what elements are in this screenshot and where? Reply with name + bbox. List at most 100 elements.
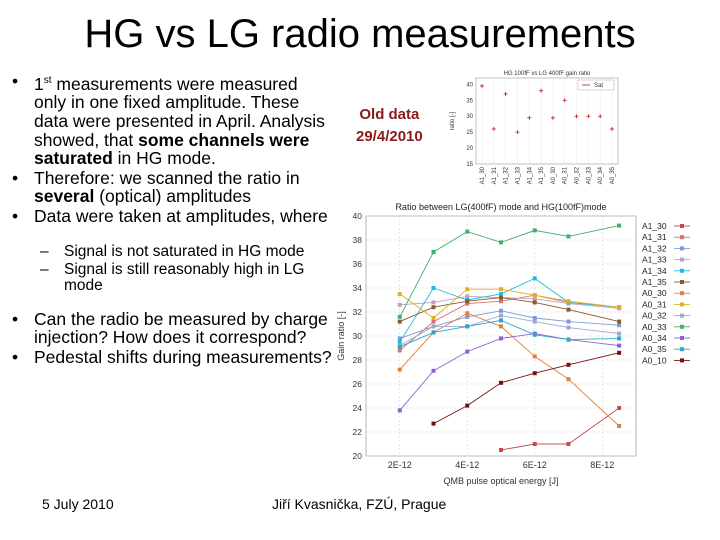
legend-marker [680, 257, 684, 262]
data-point [532, 276, 537, 281]
data-point [617, 305, 622, 310]
data-point [617, 406, 622, 410]
data-point [499, 324, 503, 329]
x-tick-label: 8E-12 [590, 460, 614, 470]
data-point [617, 336, 622, 341]
y-tick-label: 15 [466, 162, 473, 168]
data-point [503, 91, 508, 96]
data-point [397, 302, 402, 307]
x-tick-label: 2E-12 [388, 460, 412, 470]
bullet-item: • 1st measurements were measured only in … [12, 71, 325, 169]
data-point [532, 319, 537, 324]
y-tick-label: 40 [466, 82, 473, 88]
y-tick-label: 36 [353, 259, 363, 269]
legend-marker [680, 302, 684, 307]
data-point [397, 336, 402, 341]
data-point [527, 115, 532, 120]
data-point [397, 348, 402, 353]
legend-marker [680, 324, 684, 329]
legend-label: A0_10 [642, 355, 667, 365]
x-tick-label: A1_30 [480, 166, 486, 184]
data-point [566, 234, 571, 239]
data-point [566, 337, 571, 342]
data-point [566, 299, 571, 304]
y-tick-label: 35 [466, 98, 473, 104]
bullet-item: • Therefore: we scanned the ratio in seve… [12, 167, 300, 207]
data-point [617, 331, 622, 336]
x-tick-label: A0_30 [551, 166, 557, 184]
legend-label: A0_33 [642, 322, 667, 332]
data-point [562, 98, 567, 103]
data-point [465, 324, 470, 329]
data-point [465, 403, 470, 408]
legend-marker [680, 347, 684, 352]
data-point [550, 115, 555, 120]
x-tick-label: A0_31 [563, 166, 569, 184]
data-point [397, 367, 402, 372]
footer-date: 5 July 2010 [42, 496, 114, 512]
y-tick-label: 24 [353, 403, 363, 413]
legend-marker [680, 358, 684, 363]
y-tick-label: 30 [353, 331, 363, 341]
y-axis-label: Gain ratio [-] [336, 311, 346, 361]
data-point [566, 319, 571, 324]
data-point [532, 296, 537, 301]
data-point [499, 299, 503, 304]
y-tick-label: 30 [466, 114, 473, 120]
data-point [532, 371, 537, 376]
data-point [566, 442, 571, 446]
data-point [499, 308, 503, 313]
data-point [465, 299, 470, 304]
data-point [598, 114, 603, 119]
x-tick-label: A1_34 [527, 166, 533, 184]
x-tick-label: A1_31 [492, 166, 498, 184]
series-line [433, 352, 620, 424]
data-point [499, 313, 503, 318]
legend-label: A1_33 [642, 255, 667, 265]
data-point [617, 223, 622, 228]
data-point [499, 380, 503, 385]
x-tick-label: A0_33 [586, 166, 592, 184]
data-point [499, 292, 503, 296]
plot-frame [475, 77, 619, 165]
data-point [397, 319, 402, 324]
legend-label: Sat [594, 83, 603, 89]
data-point [465, 314, 470, 319]
data-point [431, 286, 436, 290]
data-point [499, 240, 503, 245]
data-point [566, 377, 571, 382]
data-point [397, 344, 402, 349]
bullet-item: • Pedestal shifts during measurements? [12, 346, 332, 367]
data-point [397, 340, 402, 344]
data-point [574, 114, 579, 119]
y-axis-label: ratio [-] [450, 111, 456, 130]
x-axis-label: QMB pulse optical energy [J] [443, 476, 558, 486]
data-point [499, 287, 503, 292]
data-point [532, 293, 537, 298]
data-point [465, 229, 470, 234]
data-point [397, 292, 402, 296]
data-point [532, 228, 537, 233]
data-point [431, 316, 436, 320]
data-point [431, 305, 436, 310]
data-point [431, 330, 436, 335]
data-point [499, 336, 503, 341]
data-point [397, 408, 402, 413]
data-point [617, 343, 622, 348]
data-point [431, 300, 436, 305]
x-tick-label: A0_34 [598, 166, 604, 184]
legend-marker [680, 246, 684, 251]
data-point [617, 319, 622, 324]
data-point [617, 323, 622, 328]
data-point [465, 311, 470, 316]
legend-marker [680, 280, 684, 284]
data-point [539, 88, 544, 93]
legend-label: A0_30 [642, 288, 667, 298]
legend-label: A0_32 [642, 311, 667, 321]
data-point [617, 424, 622, 428]
legend-box [577, 79, 615, 91]
data-point [532, 316, 537, 320]
old-data-label: Old data 29/4/2010 [356, 106, 423, 145]
data-point [610, 126, 614, 131]
data-point [431, 324, 436, 329]
